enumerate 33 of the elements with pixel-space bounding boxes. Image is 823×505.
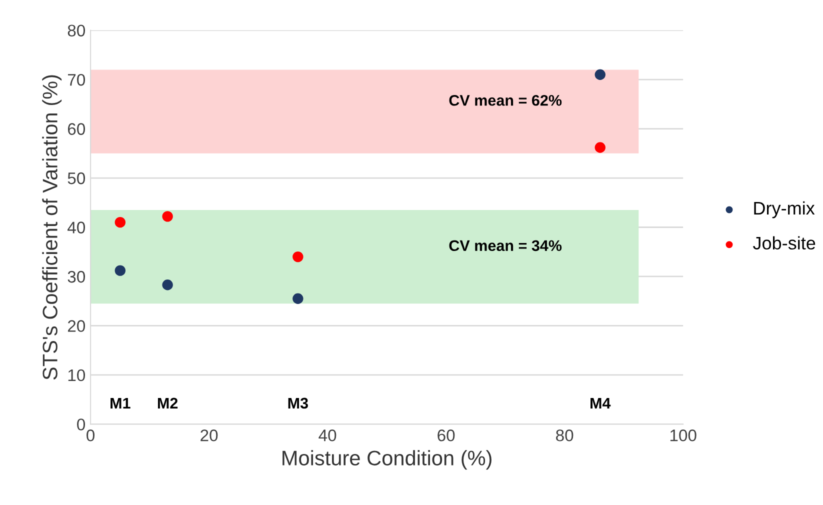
point bbox=[162, 211, 173, 222]
legend-label: Job-site bbox=[753, 236, 816, 250]
y-tick-label: 20 bbox=[68, 320, 86, 332]
annotation: M1 bbox=[110, 398, 130, 408]
annotation: M3 bbox=[288, 398, 308, 409]
point bbox=[594, 69, 606, 80]
x-tick-label: 80 bbox=[556, 430, 574, 442]
point bbox=[594, 142, 606, 153]
y-tick-label: 50 bbox=[68, 172, 86, 184]
point bbox=[162, 280, 173, 290]
y-tick-label: 10 bbox=[68, 369, 86, 382]
legend-label: Dry-mix bbox=[754, 201, 815, 218]
y-tick-label: 0 bbox=[77, 418, 86, 430]
y-axis-title: STS's Coefficient of Variation (%) bbox=[42, 75, 62, 380]
y-tick-label: 70 bbox=[68, 74, 86, 86]
point bbox=[114, 216, 126, 228]
point bbox=[292, 293, 304, 304]
x-tick-label: 40 bbox=[318, 430, 336, 442]
annotation: M4 bbox=[590, 398, 611, 408]
x-tick-label: 60 bbox=[438, 430, 455, 442]
band-label: CV mean = 62% bbox=[449, 94, 562, 106]
y-tick-label: 80 bbox=[68, 24, 86, 37]
x-tick-label: 0 bbox=[86, 430, 95, 442]
annotation: M2 bbox=[158, 398, 178, 408]
band-label: CV mean = 34% bbox=[449, 240, 562, 252]
x-tick-label: 20 bbox=[200, 430, 218, 442]
point bbox=[292, 251, 304, 262]
y-tick-label: 30 bbox=[68, 270, 86, 283]
y-tick-label: 40 bbox=[68, 222, 86, 234]
y-tick-label: 60 bbox=[68, 123, 86, 135]
point bbox=[114, 265, 126, 276]
x-axis-title: Moisture Condition (%) bbox=[282, 450, 492, 470]
x-tick-label: 100 bbox=[670, 430, 696, 442]
